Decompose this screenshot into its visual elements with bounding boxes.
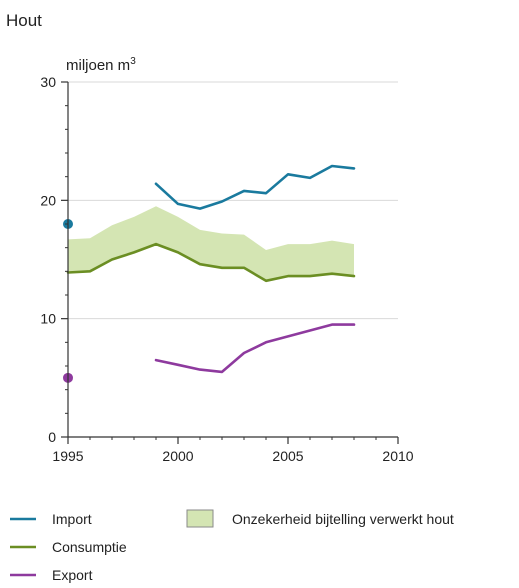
series-line-consumptie <box>66 242 356 283</box>
y-tick-label: 0 <box>48 429 56 445</box>
chart-title: Hout <box>6 11 42 30</box>
legend-label-import: Import <box>52 511 92 527</box>
series-lines <box>66 164 356 374</box>
x-tick-label: 2005 <box>272 448 303 464</box>
uncertainty-band <box>68 206 354 281</box>
legend-label-export: Export <box>52 567 93 583</box>
y-axis-label-superscript: 3 <box>130 56 136 67</box>
x-tick-label: 2010 <box>382 448 413 464</box>
legend-swatch-band <box>186 509 214 528</box>
x-tick-label: 1995 <box>52 448 83 464</box>
y-axis-label: miljoen m3 <box>66 56 136 74</box>
y-axis-label-text: miljoen m <box>66 57 130 74</box>
y-tick-label: 20 <box>40 192 56 208</box>
series-line-export <box>154 323 356 374</box>
band-area <box>68 206 354 281</box>
x-tick-label: 2000 <box>162 448 193 464</box>
tick-labels: 0 10 20 30 1995 2000 2005 2010 <box>40 74 413 464</box>
y-tick-label: 10 <box>40 311 56 327</box>
legend-label-consumptie: Consumptie <box>52 539 127 555</box>
grid <box>68 81 398 320</box>
series-line-import <box>154 164 356 210</box>
y-tick-label: 30 <box>40 74 56 90</box>
legend: Import Consumptie Export Onzekerheid bijtel… <box>10 509 454 583</box>
legend-label-band: Onzekerheid bijtelling verwerkt hout <box>232 511 454 527</box>
axes <box>61 81 399 444</box>
